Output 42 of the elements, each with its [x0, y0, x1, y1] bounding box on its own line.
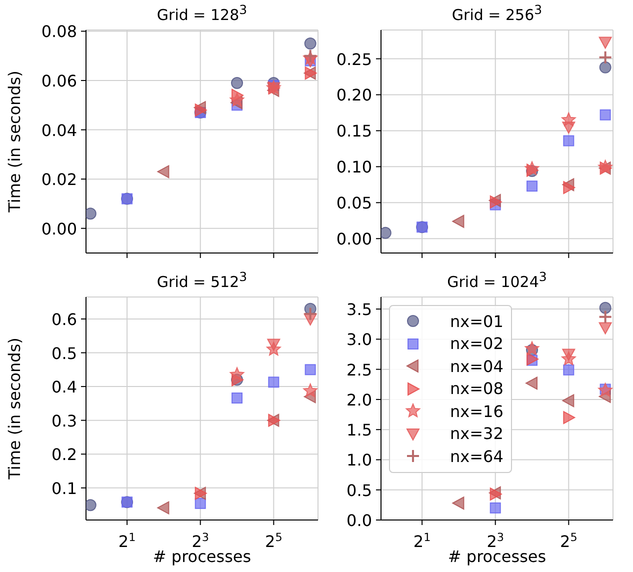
chart-title: Grid = 256$^{3}$ — [450, 2, 544, 24]
legend-label: nx=32 — [450, 424, 504, 444]
y-tick-label: 0.6 — [52, 310, 77, 329]
y-tick-label: 0.5 — [52, 344, 77, 363]
y-axis-title: Time (in seconds) — [5, 338, 24, 480]
y-tick-label: 0.02 — [41, 170, 77, 190]
x-tick-label: 2$^{1}$ — [413, 530, 431, 551]
y-tick-label: 1.0 — [346, 450, 372, 470]
x-tick-label: 2$^{1}$ — [118, 530, 136, 551]
y-tick-label: 0.08 — [41, 22, 77, 42]
x-tick-label: 2$^{5}$ — [265, 530, 282, 551]
y-tick-label: 0.10 — [336, 158, 372, 177]
y-axis-title: Time (in seconds) — [5, 70, 24, 214]
y-tick-label: 0.2 — [52, 445, 77, 464]
y-tick-label: 0.4 — [52, 378, 77, 397]
chart-title: Grid = 512$^{3}$ — [156, 269, 248, 291]
y-tick-label: 0.00 — [41, 219, 77, 238]
legend-label: nx=04 — [450, 356, 504, 376]
y-tick-label: 0.1 — [52, 478, 77, 498]
legend-label: nx=02 — [450, 334, 504, 354]
y-tick-label: 0.06 — [41, 72, 77, 91]
y-tick-label: 0.15 — [336, 122, 372, 141]
y-tick-label: 0.00 — [336, 230, 372, 249]
y-tick-label: 0.05 — [336, 194, 372, 213]
y-tick-label: 0.20 — [336, 86, 372, 105]
chart-title: Grid = 1024$^{3}$ — [446, 269, 548, 291]
x-tick-label: 2$^{5}$ — [560, 530, 578, 551]
y-tick-label: 2.0 — [346, 390, 372, 410]
y-tick-label: 2.5 — [346, 360, 372, 380]
y-tick-label: 3.0 — [346, 330, 372, 350]
y-tick-label: 0.3 — [52, 411, 77, 430]
y-tick-label: 0.5 — [346, 480, 372, 500]
y-tick-label: 3.5 — [346, 300, 372, 320]
legend-label: nx=64 — [450, 446, 504, 466]
y-tick-label: 0.04 — [41, 120, 77, 140]
chart-title: Grid = 128$^{3}$ — [156, 2, 248, 24]
y-tick-label: 0.0 — [346, 511, 372, 530]
legend-label: nx=16 — [450, 402, 504, 421]
legend-label: nx=08 — [450, 379, 504, 398]
y-tick-label: 0.25 — [336, 50, 372, 69]
legend-label: nx=01 — [450, 312, 504, 331]
y-tick-label: 1.5 — [346, 420, 372, 440]
